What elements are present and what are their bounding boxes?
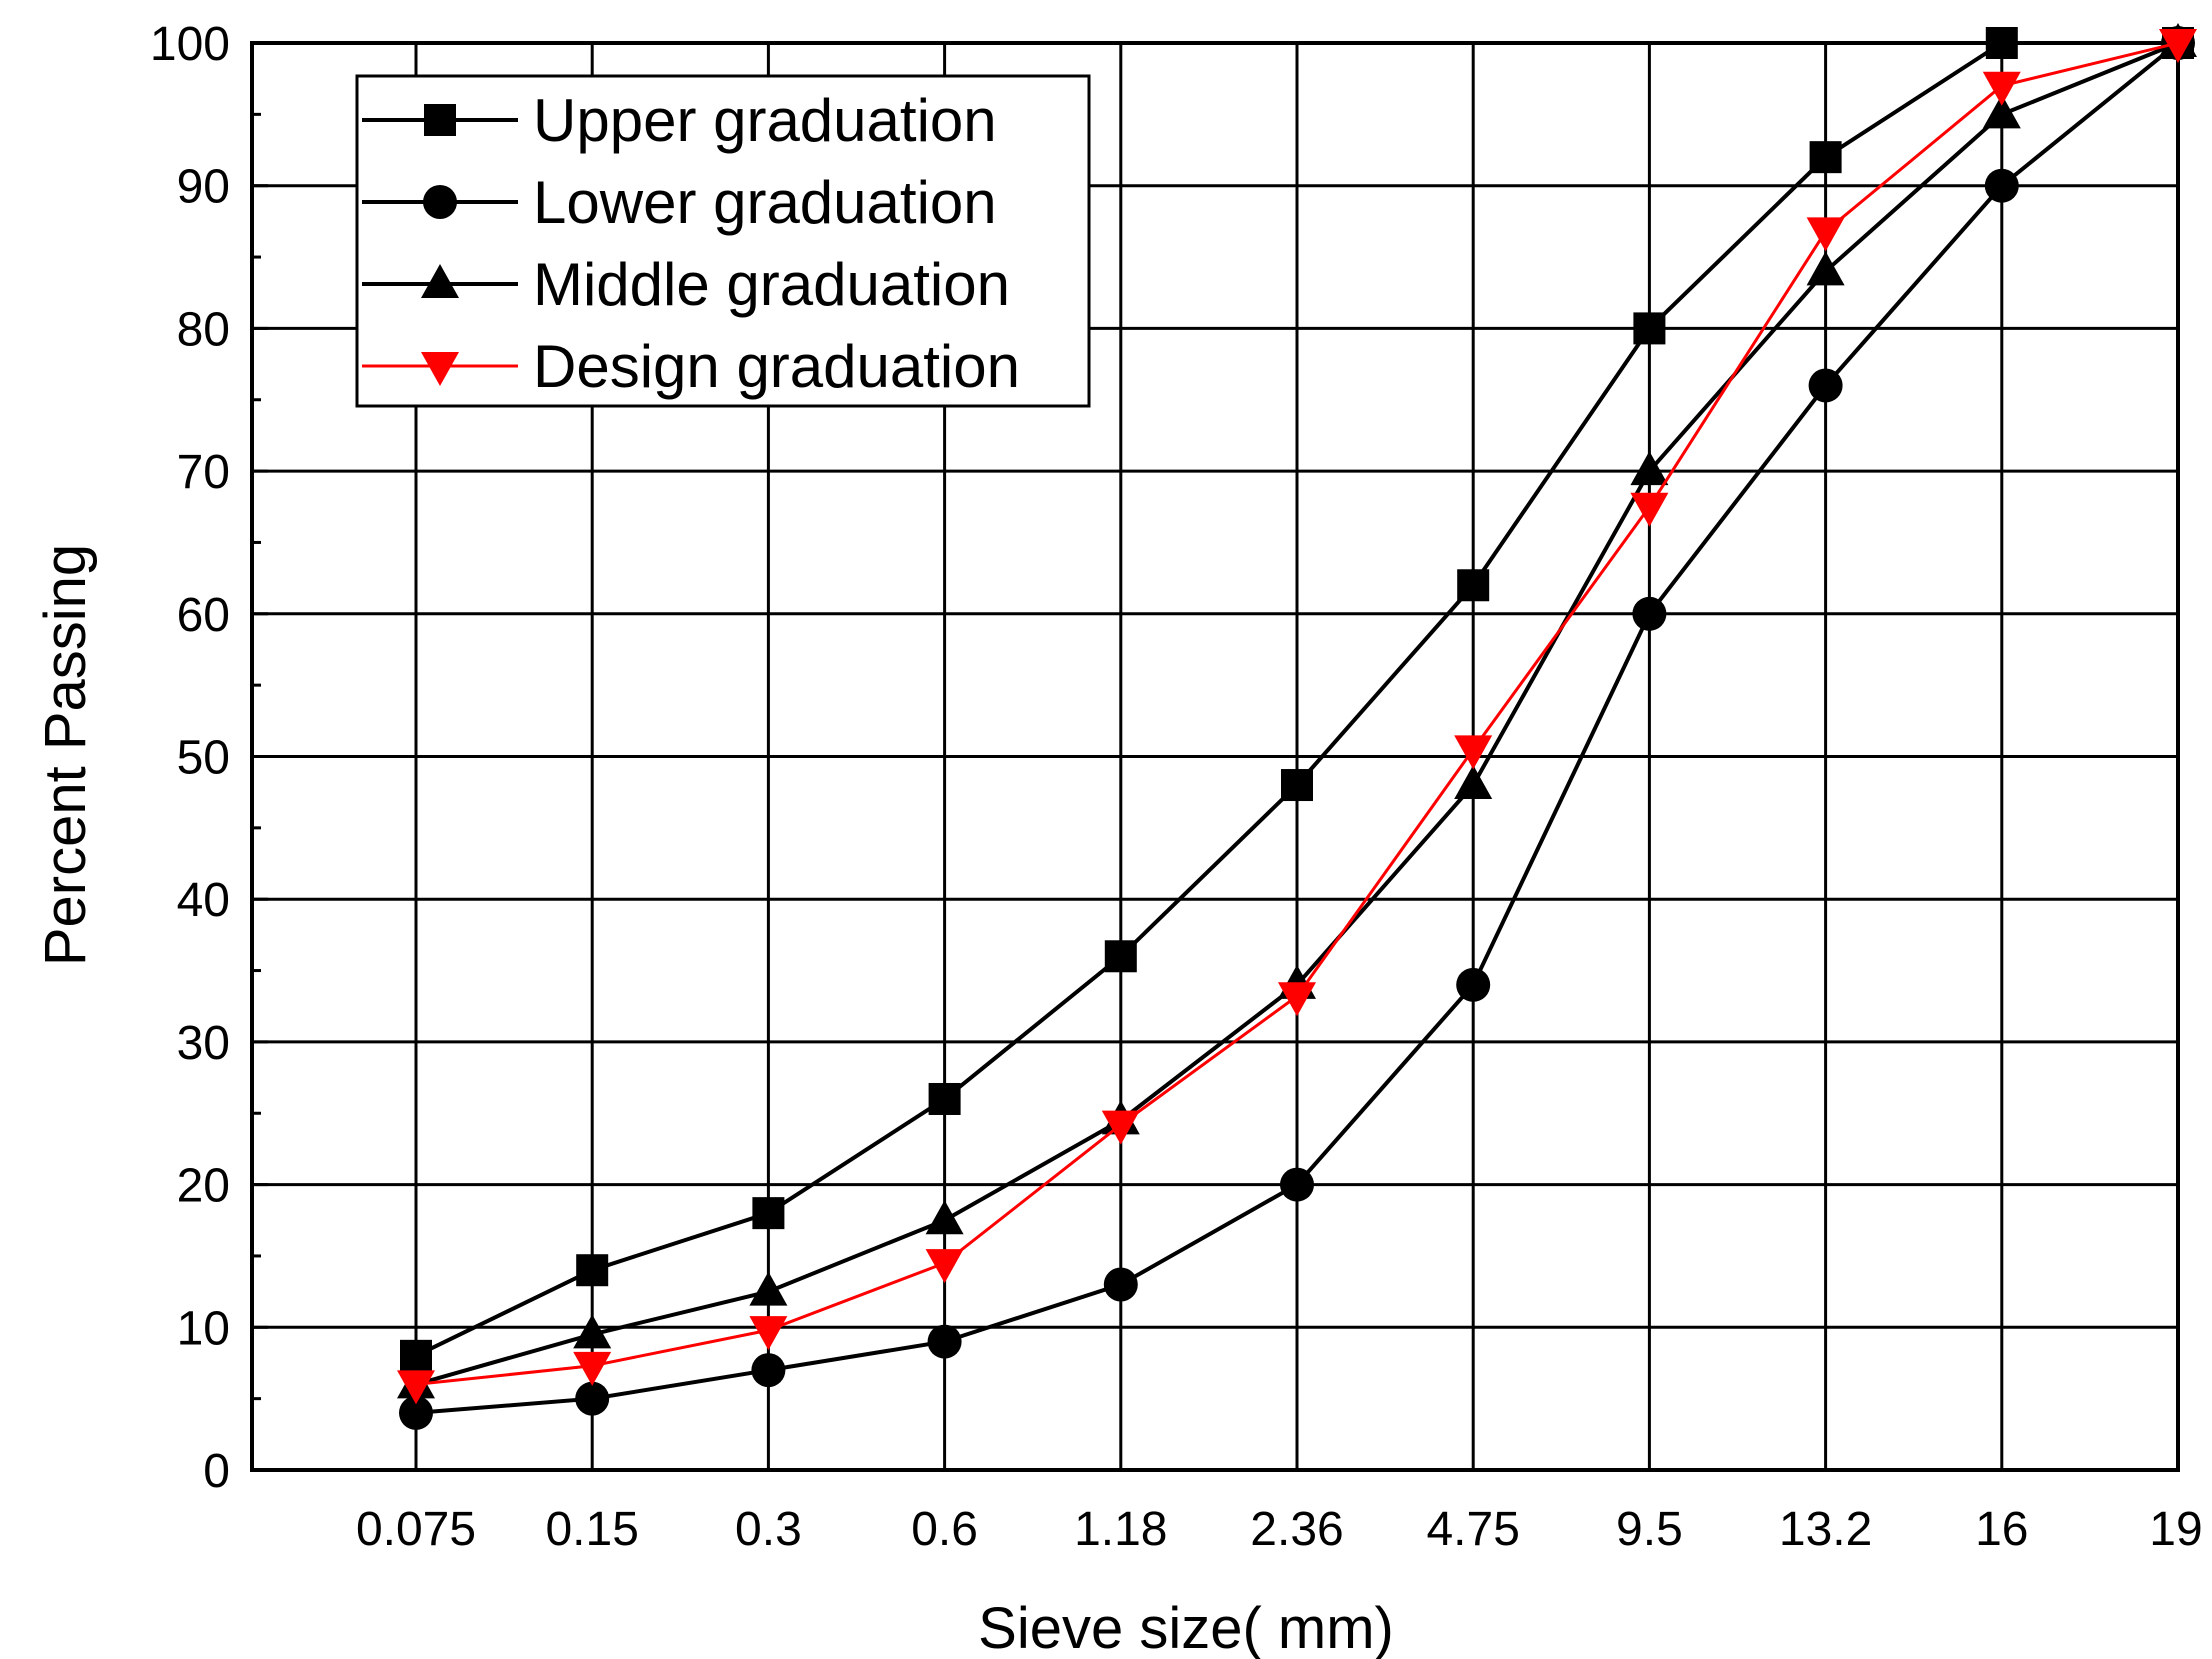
data-point-triangle-down <box>1806 217 1845 252</box>
x-tick-label: 0.075 <box>356 1503 476 1556</box>
data-point-triangle-down <box>1630 492 1669 527</box>
data-point-triangle-up <box>1982 94 2021 129</box>
data-point-square <box>576 1254 609 1287</box>
axis-ticks <box>252 41 268 1472</box>
legend-item: Design graduation <box>362 333 1020 400</box>
y-tick-label: 10 <box>177 1302 230 1355</box>
data-point-square <box>1985 27 2018 59</box>
data-point-triangle-down <box>397 1370 435 1405</box>
series-layer <box>397 23 2197 1430</box>
data-point-circle <box>927 1324 962 1359</box>
series-lower <box>399 26 2195 1430</box>
data-point-triangle-up <box>1630 451 1669 486</box>
legend: Upper graduation Lower graduation Middle g… <box>355 74 1091 408</box>
y-tick-label: 50 <box>177 732 230 785</box>
legend-item: Upper graduation <box>362 87 997 154</box>
x-tick-label: 0.15 <box>545 1503 638 1556</box>
data-point-triangle-down <box>1101 1110 1140 1145</box>
data-point-square <box>1457 569 1490 602</box>
data-point-circle <box>1984 168 2019 203</box>
y-tick-label: 30 <box>177 1017 230 1070</box>
data-point-triangle-down <box>749 1316 788 1351</box>
data-point-triangle-down <box>1454 735 1493 770</box>
data-point-circle <box>1280 1167 1314 1202</box>
data-point-triangle-down <box>1982 71 2021 106</box>
y-tick-label: 40 <box>177 874 230 927</box>
data-point-circle <box>1808 368 1843 403</box>
legend-item: Middle graduation <box>362 251 1010 318</box>
data-point-square <box>752 1197 785 1230</box>
data-point-triangle-up <box>925 1200 964 1235</box>
data-point-square <box>928 1082 961 1115</box>
y-axis-title: Percent Passing <box>33 544 98 966</box>
legend-label: Upper graduation <box>533 87 997 154</box>
data-point-circle <box>1632 596 1667 631</box>
x-tick-label: 4.75 <box>1426 1503 1519 1556</box>
x-tick-label: 1.18 <box>1074 1503 1167 1556</box>
data-point-square <box>1281 769 1313 802</box>
data-point-circle <box>1103 1267 1138 1302</box>
data-point-triangle-up <box>1454 765 1493 800</box>
data-point-triangle-down <box>2159 29 2197 63</box>
x-axis-tick-labels: 0.075 0.15 0.3 0.6 1.18 2.36 4.75 9.5 13.2 16 19 <box>356 1503 2203 1556</box>
y-tick-label: 0 <box>203 1445 230 1498</box>
data-point-circle <box>423 185 457 219</box>
legend-label: Lower graduation <box>533 169 997 236</box>
y-tick-label: 60 <box>177 589 230 642</box>
x-tick-label: 16 <box>1975 1503 2028 1556</box>
x-tick-label: 0.3 <box>735 1503 802 1556</box>
data-point-square <box>424 104 456 136</box>
data-point-triangle-down <box>925 1249 964 1284</box>
data-point-square <box>1809 141 1842 174</box>
y-axis-tick-labels: 0 10 20 30 40 50 60 70 80 90 100 <box>150 18 230 1498</box>
data-point-triangle-down <box>1278 982 1316 1017</box>
data-point-triangle-up <box>1806 251 1845 286</box>
y-tick-label: 100 <box>150 18 230 71</box>
data-point-triangle-down <box>573 1351 612 1386</box>
x-tick-label: 19 <box>2149 1503 2202 1556</box>
data-point-triangle-up <box>573 1314 612 1349</box>
data-point-circle <box>751 1353 786 1388</box>
x-tick-label: 2.36 <box>1250 1503 1343 1556</box>
x-tick-label: 9.5 <box>1616 1503 1683 1556</box>
y-tick-label: 80 <box>177 303 230 356</box>
x-axis-title: Sieve size( mm) <box>978 1596 1394 1659</box>
data-point-square <box>1104 940 1137 973</box>
x-tick-label: 13.2 <box>1779 1503 1872 1556</box>
legend-label: Middle graduation <box>533 251 1010 318</box>
y-tick-label: 20 <box>177 1160 230 1213</box>
data-point-square <box>1633 312 1666 345</box>
legend-item: Lower graduation <box>362 169 997 236</box>
data-point-triangle-up <box>749 1271 788 1306</box>
x-tick-label: 0.6 <box>911 1503 978 1556</box>
data-point-triangle-up <box>421 264 459 298</box>
y-tick-label: 90 <box>177 161 230 214</box>
y-tick-label: 70 <box>177 446 230 499</box>
data-point-circle <box>575 1381 610 1416</box>
data-point-circle <box>1456 967 1491 1002</box>
data-point-triangle-down <box>421 352 459 386</box>
legend-label: Design graduation <box>533 333 1020 400</box>
data-point-circle <box>399 1395 433 1430</box>
legend-box <box>355 74 1091 408</box>
series-design <box>397 29 2197 1405</box>
